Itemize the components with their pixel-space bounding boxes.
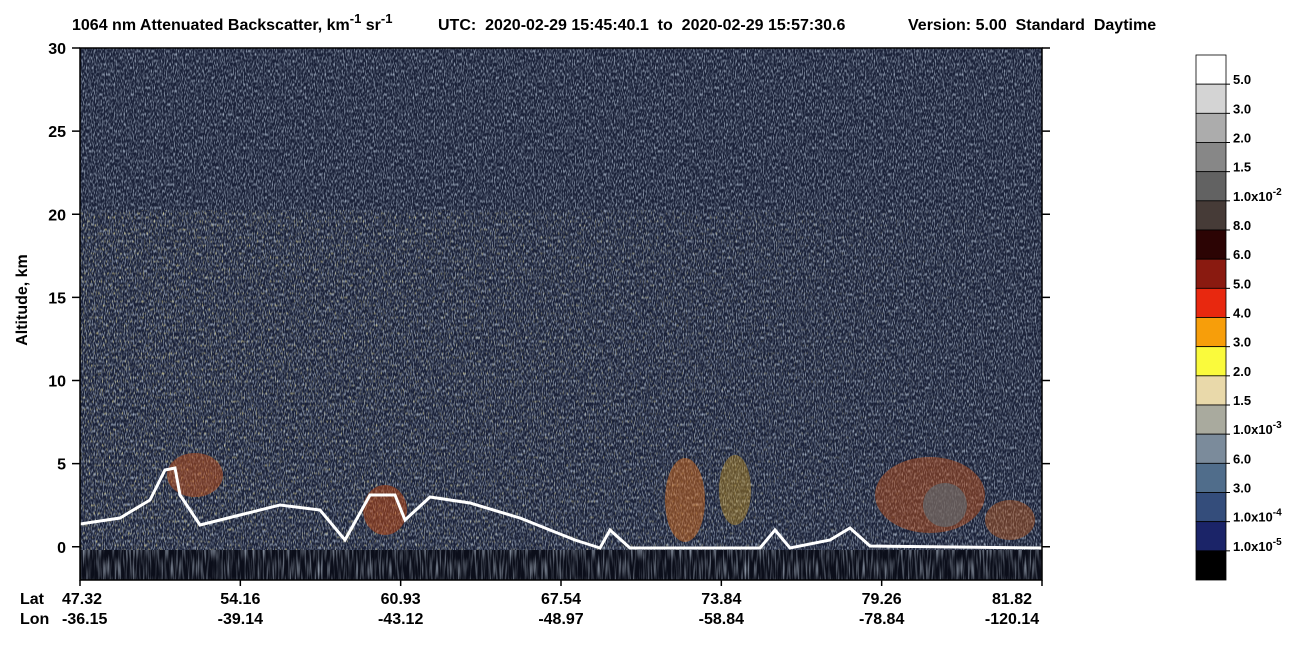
colorbar-box: [1195, 317, 1227, 348]
colorbar-label-exponent: -4: [1273, 508, 1282, 519]
colorbar-label-text: 1.5: [1233, 393, 1251, 408]
colorbar-box: [1195, 142, 1227, 173]
colorbar-label-text: 2.0: [1233, 131, 1251, 146]
colorbar-label-text: 2.0: [1233, 364, 1251, 379]
colorbar-box: [1195, 462, 1227, 493]
y-tick-label: 20: [48, 207, 66, 224]
colorbar-box: [1195, 375, 1227, 406]
lat-label: 79.26: [862, 591, 902, 608]
y-axis-label: Altitude, km: [14, 254, 31, 346]
colorbar-label: 8.0: [1233, 218, 1251, 233]
cloud-features: [167, 453, 1035, 542]
version: Version: 5.00 Standard Daytime: [908, 17, 1156, 34]
colorbar-label: 4.0: [1233, 306, 1251, 321]
colorbar-label: 1.0x10-3: [1233, 420, 1282, 437]
y-tick-label: 10: [48, 374, 66, 391]
y-tick-label: 25: [48, 124, 66, 141]
colorbar-label-exponent: -3: [1273, 420, 1282, 431]
lat-label: 47.32: [62, 591, 102, 608]
colorbar-label-text: 3.0: [1233, 335, 1251, 350]
utc-range: UTC: 2020-02-29 15:45:40.1 to 2020-02-29…: [438, 17, 845, 34]
colorbar-box: [1195, 521, 1227, 552]
x-row-label: Lat: [20, 591, 45, 608]
colorbar-label-text: 1.0x10: [1233, 510, 1273, 525]
y-tick-label: 15: [48, 290, 66, 307]
colorbar-box: [1195, 112, 1227, 143]
colorbar-label: 6.0: [1233, 247, 1251, 262]
colorbar-label-text: 1.5: [1233, 160, 1251, 175]
lon-label: -39.14: [218, 611, 263, 628]
title-text: 1064 nm Attenuated Backscatter, km: [72, 17, 350, 34]
lon-label: -58.84: [699, 611, 744, 628]
lat-label: 60.93: [381, 591, 421, 608]
colorbar-label: 6.0: [1233, 451, 1251, 466]
title-sup: -1: [381, 11, 393, 26]
colorbar-box: [1195, 550, 1227, 581]
lat-label: 67.54: [541, 591, 581, 608]
colorbar-label-text: 6.0: [1233, 451, 1251, 466]
colorbar-box: [1195, 492, 1227, 523]
aerosol-texture: [80, 210, 1042, 550]
colorbar-label-exponent: -2: [1273, 187, 1282, 198]
lon-label: -36.15: [62, 611, 107, 628]
colorbar-label: 1.5: [1233, 393, 1251, 408]
colorbar-label: 2.0: [1233, 131, 1251, 146]
colorbar-label: 2.0: [1233, 364, 1251, 379]
title-text: sr: [361, 17, 381, 34]
y-tick-label: 0: [57, 540, 66, 557]
chart-title: 1064 nm Attenuated Backscatter, km-1 sr-…: [72, 11, 392, 34]
colorbar-label: 3.0: [1233, 101, 1251, 116]
backscatter-image: [80, 48, 1042, 580]
lat-label: 54.16: [220, 591, 260, 608]
colorbar-label-text: 1.0x10: [1233, 189, 1273, 204]
y-tick-label: 30: [48, 41, 66, 58]
colorbar-label: 3.0: [1233, 481, 1251, 496]
colorbar-label: 1.0x10-2: [1233, 187, 1282, 204]
lat-label: 81.82: [992, 591, 1032, 608]
colorbar-label: 1.5: [1233, 160, 1251, 175]
colorbar-box: [1195, 229, 1227, 260]
title-sup: -1: [350, 11, 362, 26]
colorbar-label-text: 1.0x10: [1233, 422, 1273, 437]
colorbar-label: 3.0: [1233, 335, 1251, 350]
colorbar-box: [1195, 258, 1227, 289]
lon-label: -48.97: [538, 611, 583, 628]
colorbar-label-text: 3.0: [1233, 101, 1251, 116]
colorbar-label-text: 6.0: [1233, 247, 1251, 262]
lat-label: 73.84: [701, 591, 741, 608]
lon-label: -78.84: [859, 611, 904, 628]
colorbar-box: [1195, 200, 1227, 231]
colorbar-box: [1195, 54, 1227, 85]
colorbar-label-text: 1.0x10: [1233, 539, 1273, 554]
colorbar-label: 1.0x10-5: [1233, 537, 1282, 554]
lon-label: -120.14: [985, 611, 1039, 628]
colorbar-box: [1195, 83, 1227, 114]
colorbar-box: [1195, 171, 1227, 202]
x-row-label: Lon: [20, 611, 49, 628]
surface-return: [80, 466, 1042, 550]
colorbar-box: [1195, 433, 1227, 464]
subsurface-texture: [80, 550, 1042, 580]
colorbar-box: [1195, 287, 1227, 318]
colorbar-label: 5.0: [1233, 276, 1251, 291]
colorbar-label-text: 3.0: [1233, 481, 1251, 496]
lon-label: -43.12: [378, 611, 423, 628]
colorbar-label: 5.0: [1233, 72, 1251, 87]
colorbar-label-text: 5.0: [1233, 276, 1251, 291]
colorbar-label-text: 4.0: [1233, 306, 1251, 321]
colorbar-label-text: 8.0: [1233, 218, 1251, 233]
colorbar-box: [1195, 404, 1227, 435]
colorbar-box: [1195, 346, 1227, 377]
colorbar-label: 1.0x10-4: [1233, 508, 1282, 525]
colorbar-label-exponent: -5: [1273, 537, 1282, 548]
y-tick-label: 5: [57, 457, 66, 474]
colorbar-label-text: 5.0: [1233, 72, 1251, 87]
